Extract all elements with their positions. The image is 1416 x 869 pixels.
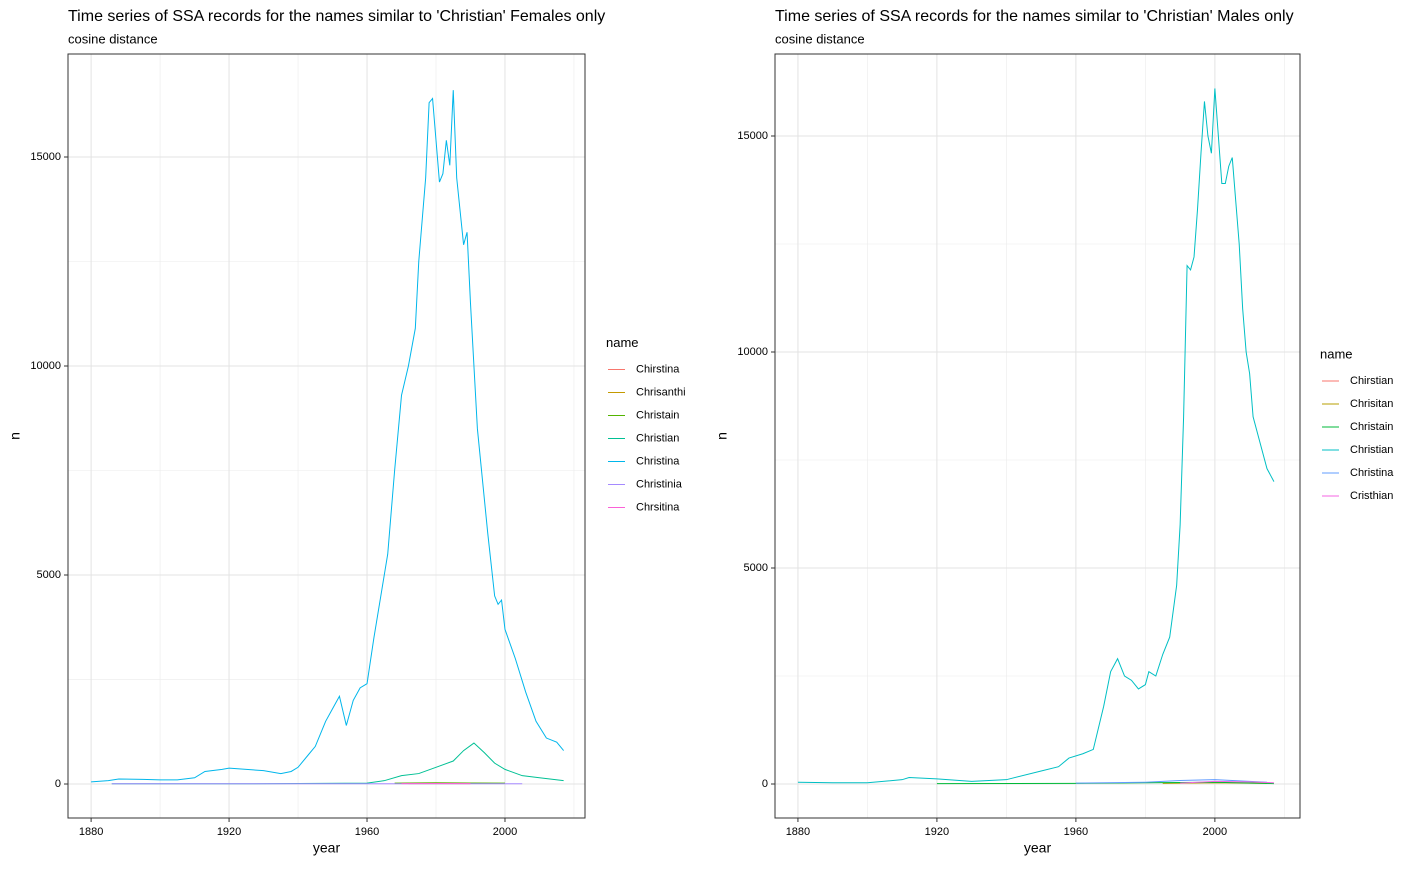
legend-label: Christinia	[636, 478, 683, 490]
plot-border	[775, 54, 1300, 818]
legend-label: Chirstina	[636, 363, 680, 375]
y-axis-label: n	[7, 432, 23, 440]
chart-subtitle: cosine distance	[68, 31, 158, 46]
y-tick-label: 0	[55, 778, 61, 790]
legend-title: name	[1320, 346, 1353, 361]
x-tick-label: 1880	[79, 826, 103, 838]
legend-title: name	[606, 335, 639, 350]
x-tick-label: 2000	[1203, 826, 1227, 838]
x-tick-label: 1880	[786, 826, 810, 838]
legend-label: Christain	[636, 409, 679, 421]
x-tick-label: 1960	[355, 826, 379, 838]
legend-label: Christian	[636, 432, 679, 444]
y-tick-label: 5000	[744, 562, 768, 574]
chart-title: Time series of SSA records for the names…	[68, 8, 605, 25]
x-axis-label: year	[1024, 840, 1052, 856]
x-tick-label: 1960	[1064, 826, 1088, 838]
y-tick-label: 10000	[737, 346, 768, 358]
x-tick-label: 1920	[925, 826, 949, 838]
series-line	[91, 90, 564, 782]
y-tick-label: 5000	[37, 569, 61, 581]
plot-border	[68, 54, 585, 818]
y-tick-label: 10000	[30, 360, 61, 372]
legend-label: Chrsitina	[636, 501, 680, 513]
legend-label: Chrisitan	[1350, 398, 1393, 410]
y-axis-label: n	[714, 432, 730, 440]
chart-subtitle: cosine distance	[775, 31, 865, 46]
y-tick-label: 0	[762, 778, 768, 790]
x-tick-label: 1920	[217, 826, 241, 838]
legend-label: Christian	[1350, 444, 1393, 456]
y-tick-label: 15000	[737, 130, 768, 142]
legend-label: Chirstian	[1350, 375, 1393, 387]
x-axis-label: year	[313, 840, 341, 856]
legend-label: Chrisanthi	[636, 386, 686, 398]
legend-label: Christain	[1350, 421, 1393, 433]
legend-label: Christina	[1350, 467, 1394, 479]
series-line	[798, 88, 1274, 782]
x-tick-label: 2000	[493, 826, 517, 838]
series-line	[112, 743, 564, 784]
y-tick-label: 15000	[30, 151, 61, 163]
legend-label: Cristhian	[1350, 490, 1393, 502]
chart-title: Time series of SSA records for the names…	[775, 8, 1294, 25]
legend-label: Christina	[636, 455, 680, 467]
